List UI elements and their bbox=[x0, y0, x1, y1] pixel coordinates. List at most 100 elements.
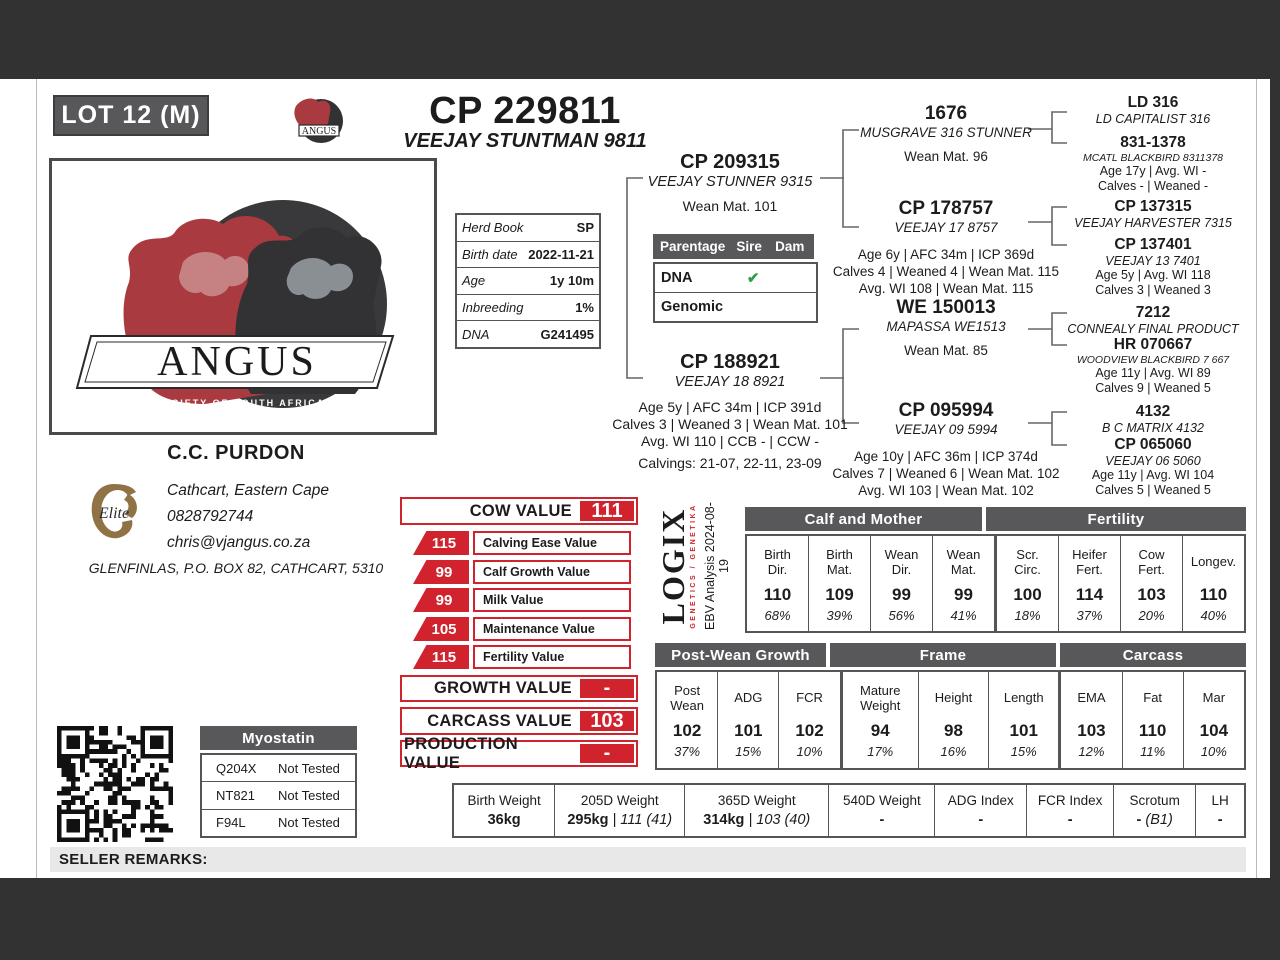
pedigree-ggp: CP 137315 VEEJAY HARVESTER 7315 bbox=[1057, 198, 1249, 230]
angus-artwork: ANGUS SOCIETY OF SOUTH AFRICA bbox=[75, 200, 395, 408]
herd-book-value: SP bbox=[576, 220, 594, 236]
dam-stat: Avg. WI 110 | CCB - | CCW - bbox=[641, 433, 819, 449]
herd-book-label: Herd Book bbox=[462, 220, 524, 236]
wt-col-adg-index: ADG Index - bbox=[935, 785, 1028, 836]
value-label: Maintenance Value bbox=[473, 617, 631, 641]
ggp-stat: Age 17y | Avg. WI - bbox=[1099, 164, 1207, 178]
wt-col-lh: LH - bbox=[1211, 793, 1229, 828]
angus-society-logo-small: ANGUS bbox=[288, 92, 346, 150]
logix-tagline: GENETICS / GENETIKA bbox=[690, 503, 697, 629]
myostatin-row: F94L Not Tested bbox=[216, 815, 340, 831]
value-row-calving-ease: 115 Calving Ease Value bbox=[413, 531, 631, 555]
ggp-id: 7212 bbox=[1135, 304, 1171, 321]
parentage-row-genomic: Genomic bbox=[655, 293, 816, 321]
herd-info-row: Age 1y 10m bbox=[457, 268, 599, 295]
value-label: Milk Value bbox=[473, 588, 631, 612]
gp-id: CP 178757 bbox=[898, 198, 994, 219]
logix-wordmark: LOGIX bbox=[655, 507, 691, 625]
production-value-number: - bbox=[580, 742, 634, 764]
wt-col-fcr-index: FCR Index - bbox=[1027, 785, 1115, 836]
right-letterbox-bar bbox=[1270, 0, 1280, 960]
ggp-id: 4132 bbox=[1135, 403, 1171, 420]
svg-text:Elite: Elite bbox=[98, 505, 129, 522]
ebv-col-wean-dir: Wean Dir. 99 56% bbox=[871, 536, 933, 631]
birth-date-value: 2022-11-21 bbox=[528, 246, 594, 262]
myostatin-row: Q204X Not Tested bbox=[202, 755, 355, 783]
parentage-title: Parentage bbox=[660, 239, 726, 254]
ebv-col-post-wean: Post Wean 102 37% bbox=[657, 672, 719, 768]
bottom-letterbox-bar bbox=[0, 878, 1280, 960]
herd-info-row: Herd Book SP bbox=[457, 215, 599, 242]
wt-col-365d-weight: 365D Weight 314kg | 103 (40) bbox=[685, 785, 830, 836]
dam-stat: Age 5y | AFC 34m | ICP 391d bbox=[638, 399, 822, 415]
ggp-stat: Calves 3 | Weaned 3 bbox=[1095, 283, 1211, 297]
gp-stat: Age 6y | AFC 34m | ICP 369d bbox=[857, 247, 1035, 262]
sire-name: VEEJAY STUNNER 9315 bbox=[647, 174, 813, 190]
ggp-name: B C MATRIX 4132 bbox=[1102, 421, 1204, 435]
artwork-brand-subtext: SOCIETY OF SOUTH AFRICA bbox=[155, 398, 326, 408]
pedigree-gp-1676: 1676 MUSGRAVE 316 STUNNER Wean Mat. 96 bbox=[830, 102, 1062, 165]
parentage-dam-col: Dam bbox=[775, 239, 805, 254]
pedigree-gp-cp178757: CP 178757 VEEJAY 17 8757 Age 6y | AFC 34… bbox=[825, 197, 1067, 297]
seller-remarks-bar: SELLER REMARKS: bbox=[50, 847, 1246, 872]
seller-phone: 0828792744 bbox=[167, 508, 254, 525]
pedigree-ggp: LD 316 LD CAPITALIST 316 bbox=[1057, 94, 1249, 126]
artwork-brand-text: ANGUS bbox=[157, 339, 317, 385]
dna-label: DNA bbox=[462, 326, 490, 342]
gp-name: VEEJAY 09 5994 bbox=[894, 422, 998, 437]
ebv-table-calf-fertility: Birth Dir. 110 68% Birth Mat. 109 39% Wean Dir.… bbox=[745, 534, 1246, 633]
production-value-banner: PRODUCTION VALUE - bbox=[400, 735, 638, 772]
ebv-col-wean-mat: Wean Mat. 99 41% bbox=[933, 536, 997, 631]
ebv-col-mature-weight: Mature Weight 94 17% bbox=[843, 672, 919, 768]
page-right-edge bbox=[1256, 79, 1257, 878]
ebv-col-scr-circ: Scr. Circ. 100 18% bbox=[997, 536, 1059, 631]
pedigree-ggp: 831-1378 MCATL BLACKBIRD 8311378 Age 17y… bbox=[1057, 134, 1249, 194]
ebv-col-mar: Mar 104 10% bbox=[1199, 690, 1229, 759]
ebv-col-adg: ADG 101 15% bbox=[718, 672, 780, 768]
seller-name: C.C. PURDON bbox=[167, 442, 305, 464]
gp-id: 1676 bbox=[924, 103, 968, 124]
value-row-calf-growth: 99 Calf Growth Value bbox=[413, 560, 631, 584]
ebv-analysis-date: EBV Analysis 2024-08-19 bbox=[703, 502, 731, 630]
ggp-id: HR 070667 bbox=[1113, 336, 1193, 353]
fertility-header: Fertility bbox=[986, 507, 1246, 531]
sire-wean-mat: Wean Mat. 101 bbox=[682, 198, 778, 214]
qr-code bbox=[57, 726, 173, 842]
age-value: 1y 10m bbox=[549, 273, 594, 289]
growth-value-banner: GROWTH VALUE - bbox=[400, 675, 638, 702]
value-number: 105 bbox=[413, 617, 469, 641]
ebv-col-ema: EMA 103 12% bbox=[1061, 672, 1123, 768]
gp-id: CP 095994 bbox=[898, 400, 994, 421]
herd-info-row: DNA G241495 bbox=[457, 321, 599, 347]
gp-wean-mat: Wean Mat. 85 bbox=[904, 343, 988, 358]
parentage-header: Parentage Sire Dam bbox=[653, 234, 814, 259]
post-wean-growth-header: Post-Wean Growth bbox=[655, 643, 826, 667]
value-number: 99 bbox=[413, 560, 469, 584]
ggp-name: CONNEALY FINAL PRODUCT bbox=[1067, 322, 1239, 336]
ggp-id: CP 065060 bbox=[1114, 436, 1192, 453]
seller-email: chris@vjangus.co.za bbox=[167, 534, 311, 551]
myostatin-header: Myostatin bbox=[200, 726, 357, 750]
ggp-id: 831-1378 bbox=[1120, 134, 1186, 151]
dna-value: G241495 bbox=[540, 326, 595, 342]
carcass-value-label: CARCASS VALUE bbox=[427, 711, 572, 730]
ebv-col-heifer-fert: Heifer Fert. 114 37% bbox=[1059, 536, 1121, 631]
dam-name: VEEJAY 18 8921 bbox=[674, 374, 786, 390]
growth-value-number: - bbox=[580, 677, 634, 699]
value-row-fertility: 115 Fertility Value bbox=[413, 645, 631, 669]
calf-and-mother-header: Calf and Mother bbox=[745, 507, 982, 531]
cow-value-banner: COW VALUE 111 bbox=[400, 497, 638, 525]
gp-stat: Age 10y | AFC 36m | ICP 374d bbox=[854, 449, 1038, 464]
parentage-genomic-label: Genomic bbox=[661, 299, 724, 315]
ggp-id: CP 137401 bbox=[1114, 236, 1192, 253]
pedigree-sire: CP 209315 VEEJAY STUNNER 9315 Wean Mat. … bbox=[620, 150, 840, 215]
dam-calvings: Calvings: 21-07, 22-11, 23-09 bbox=[638, 455, 822, 471]
pedigree-gp-cp095994: CP 095994 VEEJAY 09 5994 Age 10y | AFC 3… bbox=[825, 399, 1067, 499]
ggp-name: VEEJAY 06 5060 bbox=[1105, 454, 1201, 468]
value-label: Fertility Value bbox=[473, 645, 631, 669]
cow-value-number: 111 bbox=[580, 500, 634, 522]
ebv-col-birth-mat: Birth Mat. 109 39% bbox=[809, 536, 871, 631]
parentage-dna-label: DNA bbox=[661, 270, 693, 286]
carcass-value-number: 103 bbox=[580, 710, 634, 732]
ggp-stat: Calves 5 | Weaned 5 bbox=[1095, 483, 1211, 497]
